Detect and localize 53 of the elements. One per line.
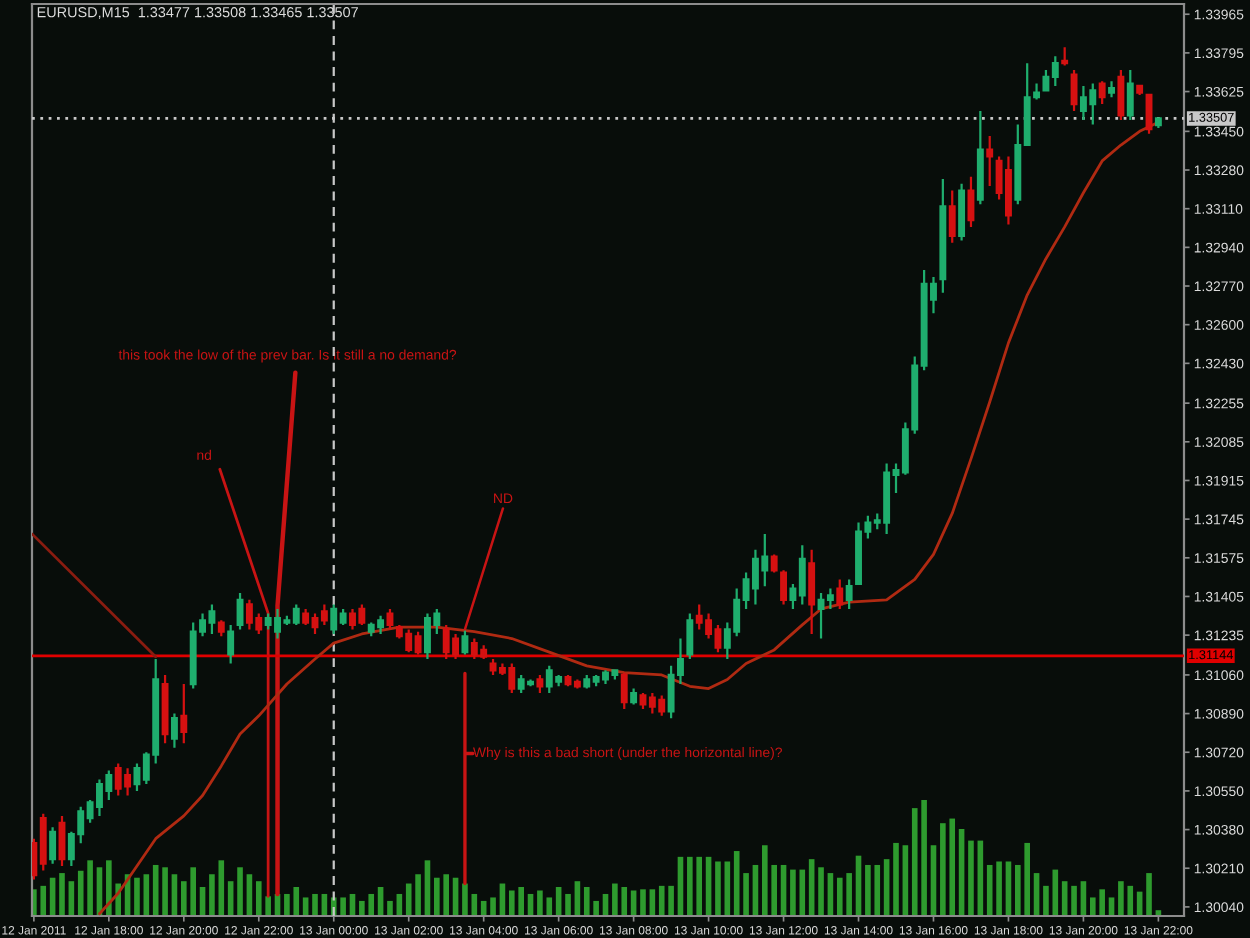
candlestick bbox=[573, 678, 581, 690]
candlestick bbox=[967, 175, 975, 228]
bar bbox=[968, 840, 974, 916]
candlestick bbox=[1154, 117, 1162, 130]
candlestick bbox=[386, 607, 394, 631]
candlestick bbox=[845, 578, 853, 611]
candlestick bbox=[217, 619, 225, 638]
bar bbox=[59, 873, 65, 916]
candlestick bbox=[161, 673, 169, 745]
candlestick bbox=[461, 628, 469, 656]
candlestick bbox=[170, 712, 178, 749]
candlestick bbox=[770, 553, 778, 574]
candlestick bbox=[958, 182, 966, 242]
candlestick bbox=[948, 189, 956, 244]
bar bbox=[565, 893, 571, 916]
bar bbox=[1071, 885, 1077, 916]
candlestick bbox=[1070, 68, 1078, 112]
candlestick bbox=[1108, 80, 1115, 99]
candlestick bbox=[58, 814, 66, 868]
candlestick bbox=[986, 134, 994, 188]
candlestick bbox=[320, 603, 328, 626]
bar bbox=[490, 897, 496, 916]
candlestick bbox=[1136, 84, 1144, 97]
candlestick bbox=[939, 178, 947, 294]
bar bbox=[893, 842, 899, 916]
candlestick bbox=[180, 682, 188, 745]
bar bbox=[715, 861, 721, 916]
candlestick bbox=[836, 578, 844, 611]
bar bbox=[818, 867, 824, 916]
bar bbox=[237, 867, 243, 916]
candlestick bbox=[780, 569, 787, 606]
candlestick bbox=[536, 673, 544, 695]
bar bbox=[640, 889, 646, 916]
bar bbox=[134, 877, 140, 916]
candlestick bbox=[630, 687, 638, 706]
candlestick bbox=[1126, 68, 1134, 122]
bar bbox=[312, 893, 318, 916]
line-series bbox=[98, 120, 1160, 916]
candlestick bbox=[49, 826, 57, 865]
candlestick bbox=[808, 548, 816, 636]
candlestick bbox=[620, 671, 628, 711]
candlestick bbox=[227, 623, 235, 665]
bar bbox=[1146, 873, 1152, 916]
candlestick bbox=[39, 812, 47, 872]
bar bbox=[387, 900, 393, 916]
candlestick bbox=[1061, 46, 1069, 67]
candlestick bbox=[1098, 80, 1106, 106]
candlestick bbox=[1117, 68, 1125, 122]
candlestick bbox=[302, 607, 310, 626]
candlestick bbox=[976, 109, 984, 206]
candlestick bbox=[236, 591, 244, 631]
bar bbox=[40, 885, 47, 916]
candlestick bbox=[686, 612, 694, 661]
